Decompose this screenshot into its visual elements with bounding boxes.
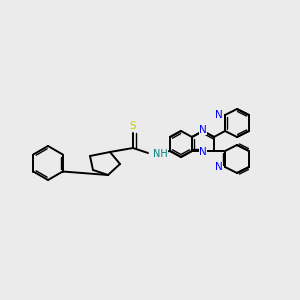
Text: S: S bbox=[130, 121, 136, 131]
Text: N: N bbox=[199, 125, 207, 135]
Text: N: N bbox=[215, 110, 223, 120]
Text: N: N bbox=[215, 162, 223, 172]
Text: N: N bbox=[199, 147, 207, 157]
Text: NH: NH bbox=[153, 149, 168, 159]
